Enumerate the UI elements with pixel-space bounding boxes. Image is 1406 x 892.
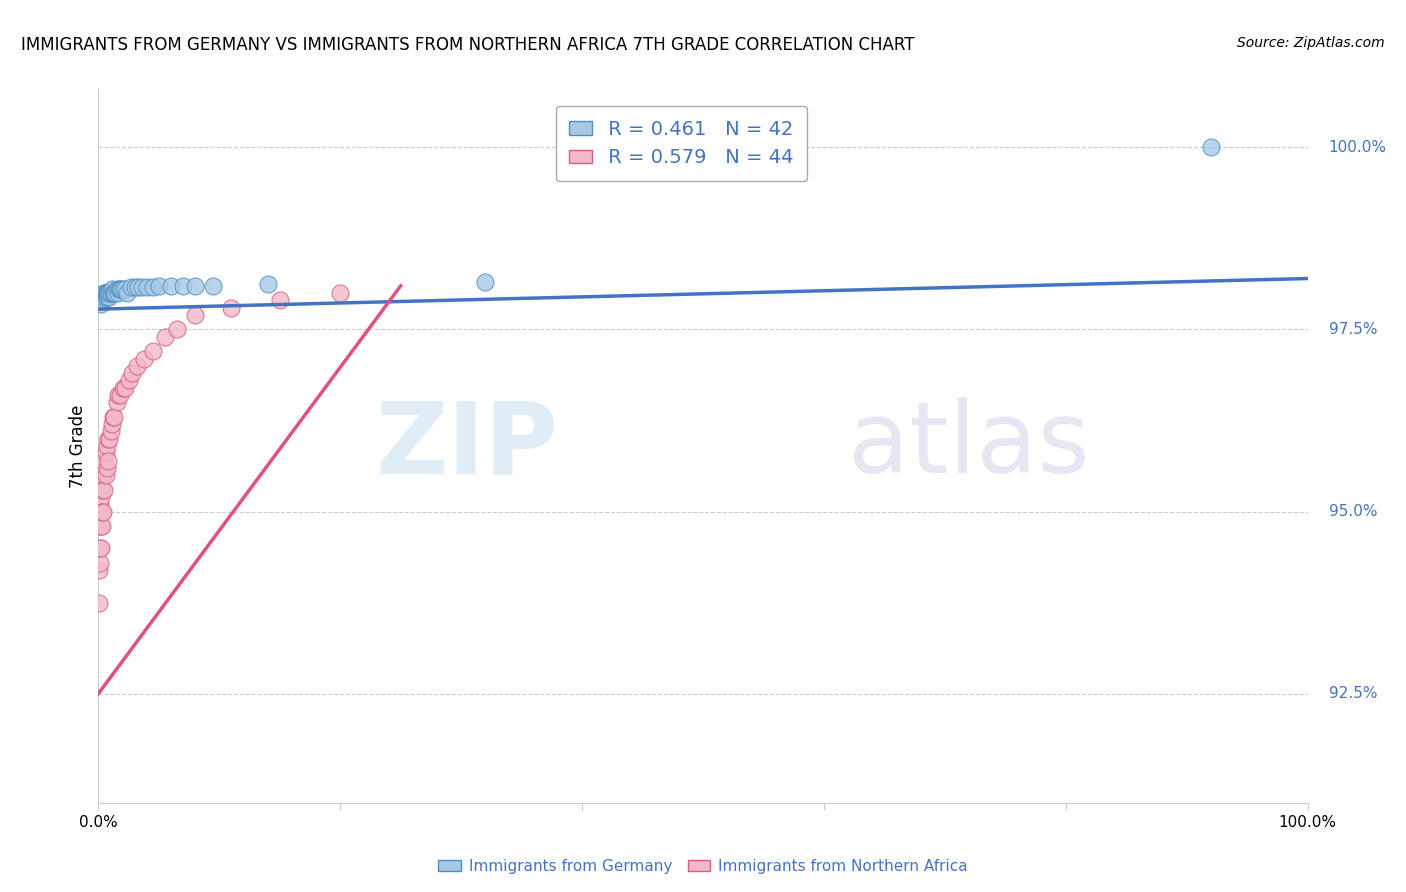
Point xyxy=(96,439,118,453)
Point xyxy=(91,293,114,308)
Text: IMMIGRANTS FROM GERMANY VS IMMIGRANTS FROM NORTHERN AFRICA 7TH GRADE CORRELATION: IMMIGRANTS FROM GERMANY VS IMMIGRANTS FR… xyxy=(21,36,914,54)
Text: atlas: atlas xyxy=(848,398,1090,494)
Point xyxy=(184,308,207,322)
Point xyxy=(90,504,112,518)
Point xyxy=(100,425,122,439)
Point xyxy=(329,286,352,301)
Point xyxy=(108,282,131,296)
Point xyxy=(114,282,136,296)
Point xyxy=(89,556,111,570)
Point xyxy=(97,286,120,301)
Point xyxy=(89,497,111,511)
Point xyxy=(91,504,114,518)
Point xyxy=(166,322,188,336)
Point xyxy=(202,278,225,293)
Point xyxy=(97,286,120,301)
Point xyxy=(142,280,165,294)
Point xyxy=(91,519,114,533)
Point xyxy=(107,286,129,301)
Point xyxy=(97,453,120,467)
Point xyxy=(111,282,134,296)
Point xyxy=(110,282,132,296)
Point xyxy=(124,280,146,294)
Point xyxy=(153,330,176,344)
Point xyxy=(135,280,157,294)
Point xyxy=(98,432,121,446)
Point xyxy=(108,388,131,402)
Point xyxy=(90,297,112,311)
Point xyxy=(108,282,131,296)
Point xyxy=(93,286,115,301)
Y-axis label: 7th Grade: 7th Grade xyxy=(69,404,87,488)
Point xyxy=(93,483,115,497)
Point xyxy=(100,417,122,432)
Point xyxy=(114,381,136,395)
Point xyxy=(105,395,128,409)
Point xyxy=(96,290,118,304)
Point xyxy=(89,519,111,533)
Point xyxy=(221,301,243,315)
Point xyxy=(104,286,127,301)
Point xyxy=(101,286,124,301)
Point xyxy=(118,374,141,388)
Point xyxy=(100,282,122,296)
Text: 100.0%: 100.0% xyxy=(1329,140,1386,155)
Point xyxy=(93,453,115,467)
Point xyxy=(91,504,114,518)
Text: 95.0%: 95.0% xyxy=(1329,504,1376,519)
Point xyxy=(91,290,114,304)
Point xyxy=(94,468,117,483)
Point xyxy=(103,409,125,424)
Point xyxy=(90,490,112,504)
Point xyxy=(101,409,124,424)
Point xyxy=(142,344,165,359)
Point xyxy=(117,286,139,301)
Legend:  R = 0.461   N = 42,  R = 0.579   N = 44: R = 0.461 N = 42, R = 0.579 N = 44 xyxy=(555,106,807,181)
Point xyxy=(127,280,149,294)
Point xyxy=(184,278,207,293)
Point xyxy=(87,596,110,610)
Point xyxy=(121,366,143,380)
Text: Source: ZipAtlas.com: Source: ZipAtlas.com xyxy=(1237,36,1385,50)
Point xyxy=(96,286,118,301)
Point xyxy=(111,381,134,395)
Point xyxy=(120,280,142,294)
Point xyxy=(127,359,149,373)
Point xyxy=(91,468,114,483)
Point xyxy=(94,446,117,460)
Point xyxy=(91,483,114,497)
Point xyxy=(256,277,278,292)
Point xyxy=(1199,140,1222,154)
Point xyxy=(160,278,183,293)
Point xyxy=(89,290,111,304)
Point xyxy=(105,282,128,296)
Point xyxy=(134,351,156,366)
Point xyxy=(90,519,112,533)
Point xyxy=(269,293,291,308)
Point xyxy=(90,541,112,555)
Point xyxy=(93,286,115,301)
Point xyxy=(148,278,170,293)
Text: 97.5%: 97.5% xyxy=(1329,322,1376,337)
Legend: Immigrants from Germany, Immigrants from Northern Africa: Immigrants from Germany, Immigrants from… xyxy=(432,853,974,880)
Point xyxy=(107,388,129,402)
Point xyxy=(94,290,117,304)
Point xyxy=(89,541,111,555)
Point xyxy=(97,432,120,446)
Point xyxy=(96,460,118,475)
Point xyxy=(98,290,121,304)
Point xyxy=(474,275,496,289)
Point xyxy=(131,280,153,294)
Text: ZIP: ZIP xyxy=(375,398,558,494)
Point xyxy=(103,286,125,301)
Point xyxy=(98,286,121,301)
Point xyxy=(100,286,122,301)
Text: 92.5%: 92.5% xyxy=(1329,686,1376,701)
Point xyxy=(87,563,110,577)
Point xyxy=(100,286,122,301)
Point xyxy=(172,278,194,293)
Point xyxy=(94,286,117,301)
